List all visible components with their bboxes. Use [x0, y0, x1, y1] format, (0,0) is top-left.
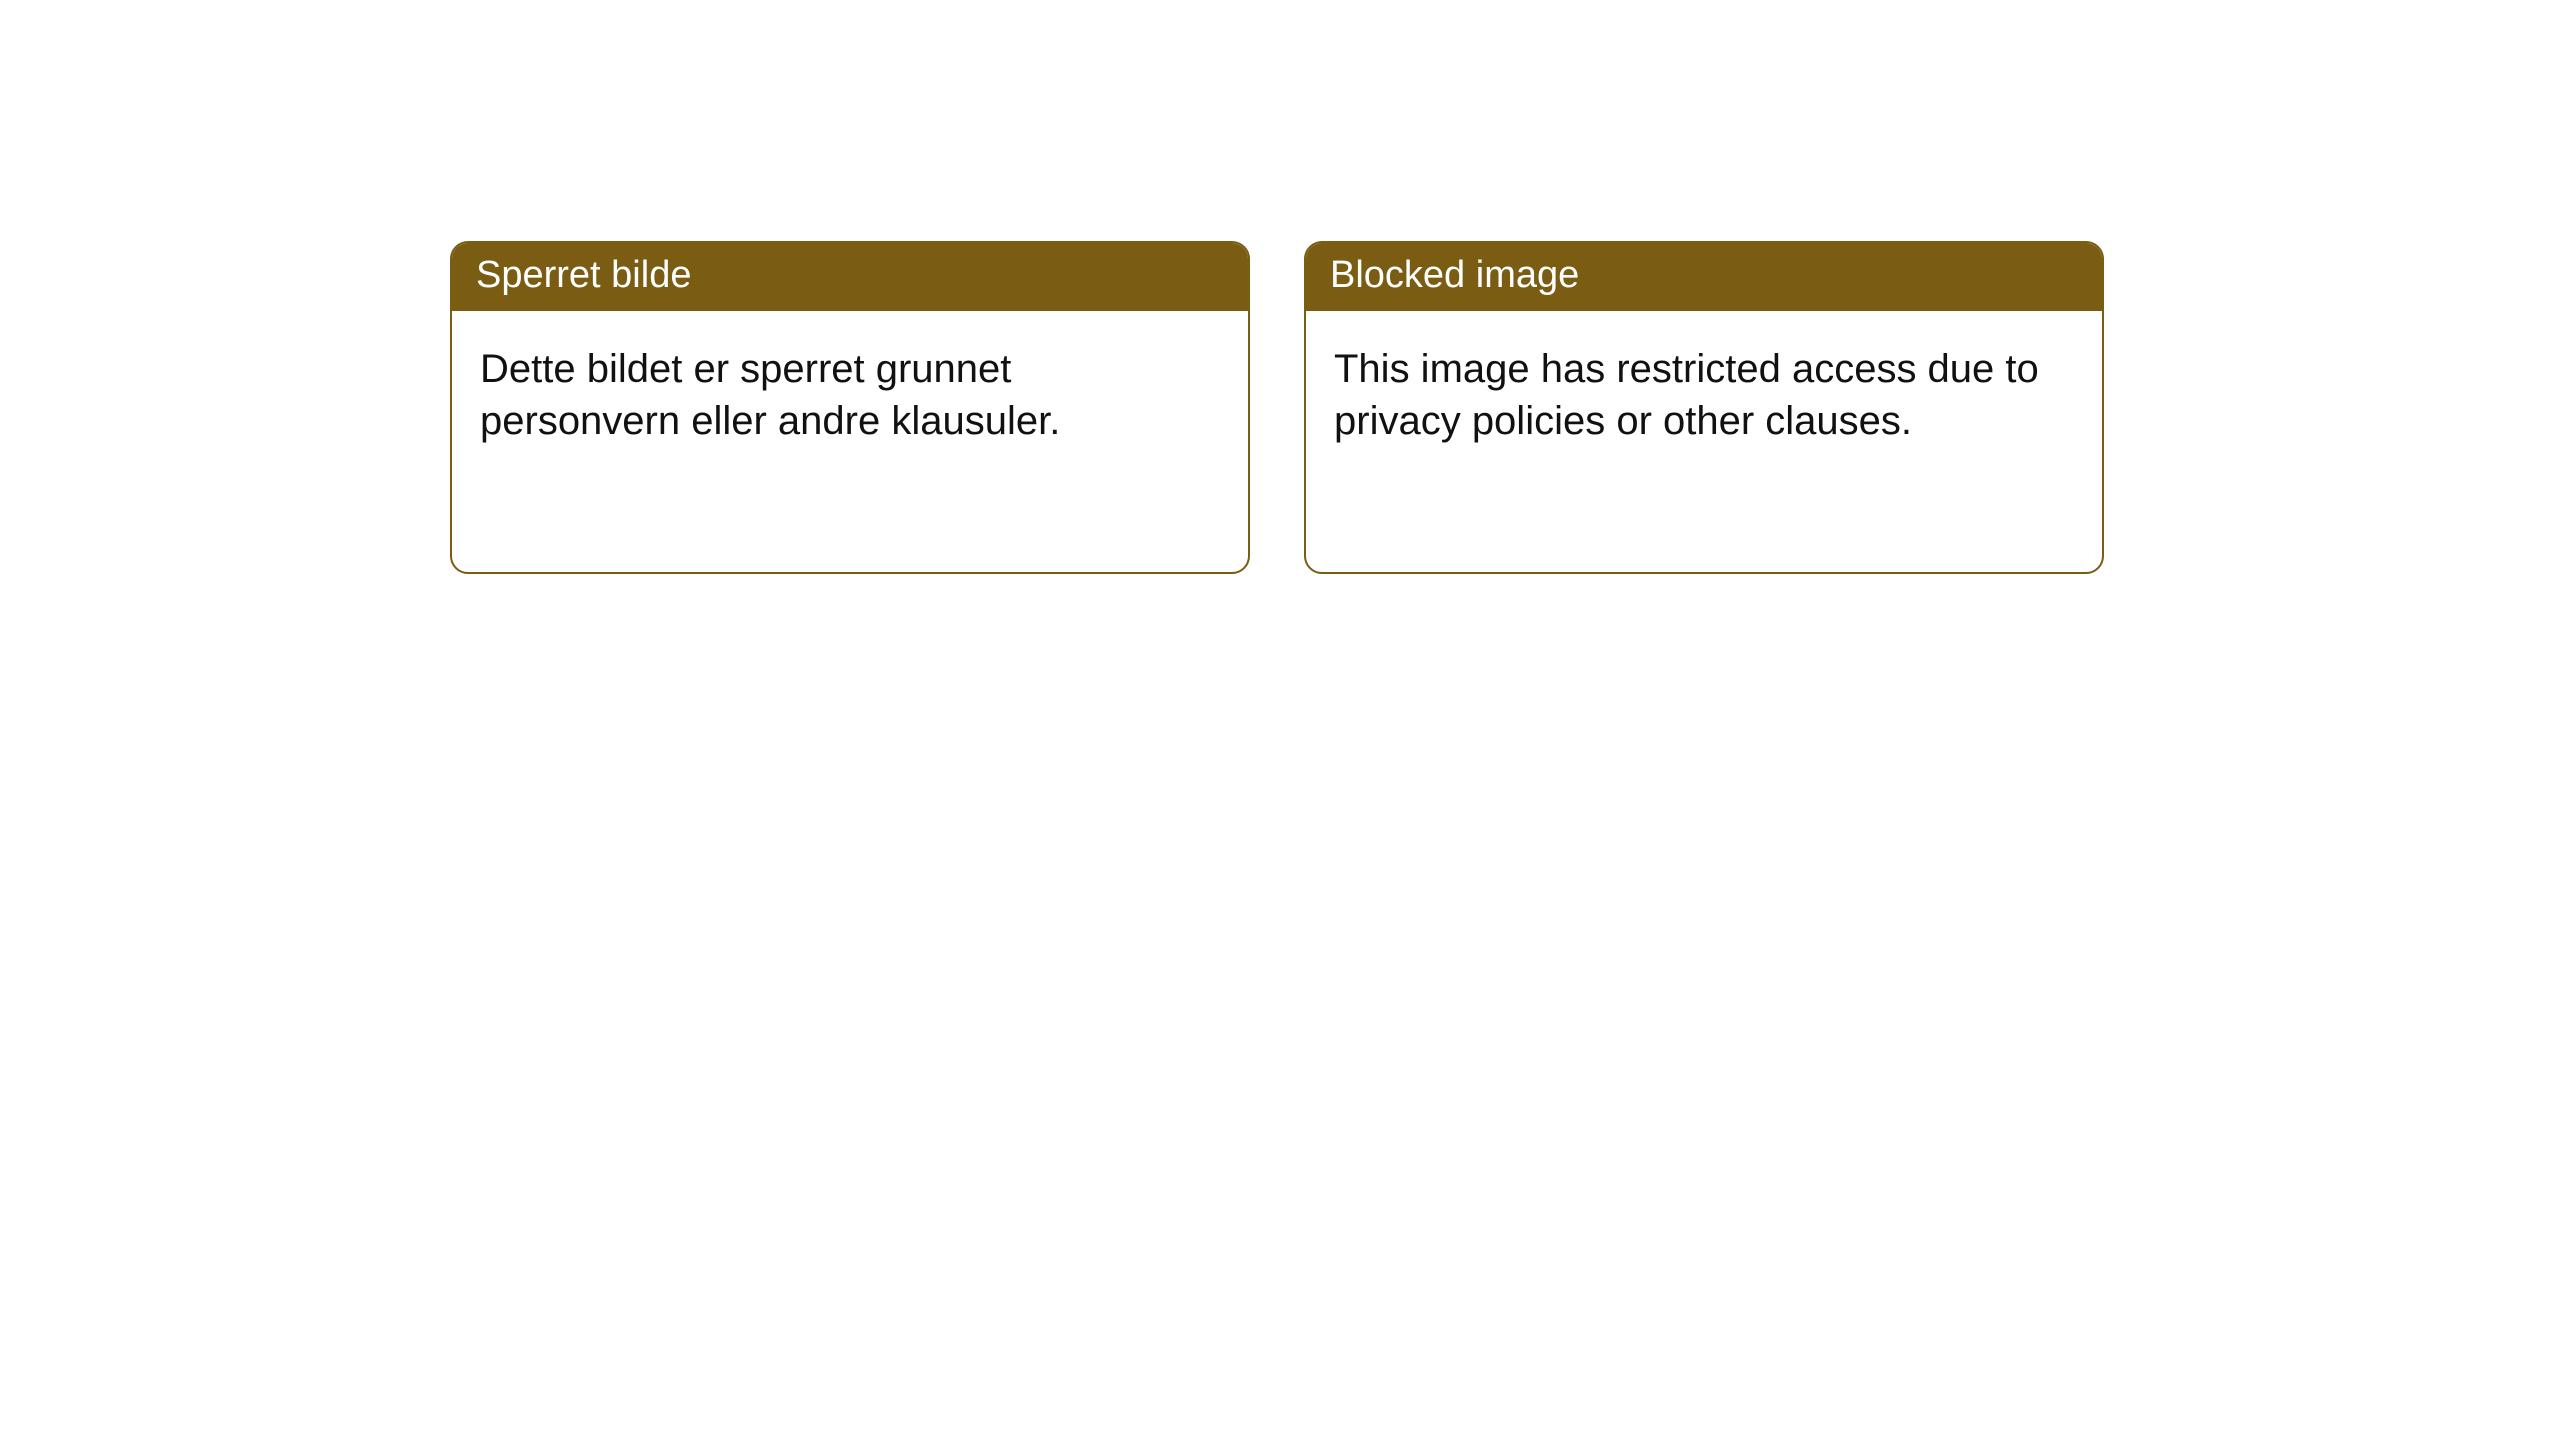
notice-card-title: Sperret bilde	[452, 243, 1248, 311]
notice-card-english: Blocked image This image has restricted …	[1304, 241, 2104, 574]
notice-card-body: This image has restricted access due to …	[1306, 311, 2102, 479]
notice-card-title: Blocked image	[1306, 243, 2102, 311]
notice-cards-container: Sperret bilde Dette bildet er sperret gr…	[450, 241, 2104, 574]
notice-card-norwegian: Sperret bilde Dette bildet er sperret gr…	[450, 241, 1250, 574]
notice-card-body: Dette bildet er sperret grunnet personve…	[452, 311, 1248, 479]
